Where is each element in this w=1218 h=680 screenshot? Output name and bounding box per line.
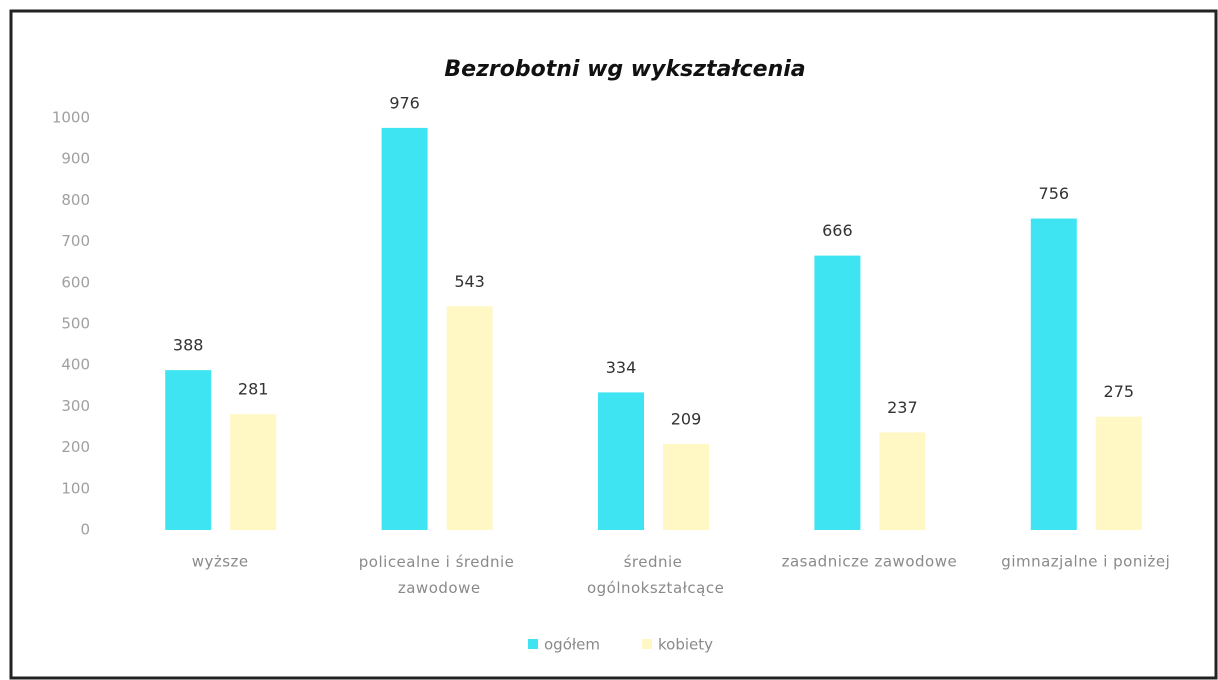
chart-title: Bezrobotni wg wykształcenia: [444, 57, 805, 82]
data-label: 756: [1039, 184, 1070, 203]
data-label: 976: [389, 93, 420, 112]
y-tick-label: 0: [80, 521, 90, 539]
x-tick-label: gimnazjalne i poniżej: [1001, 553, 1170, 571]
legend-swatch: [642, 639, 652, 649]
legend-swatch: [528, 639, 538, 649]
data-label: 275: [1104, 382, 1135, 401]
data-label: 666: [822, 221, 853, 240]
data-label: 543: [454, 272, 485, 291]
y-tick-label: 200: [61, 438, 90, 456]
data-label: 281: [238, 380, 269, 399]
bar: [165, 370, 212, 530]
bar: [814, 255, 861, 530]
bar: [663, 443, 709, 530]
y-tick-label: 100: [61, 479, 90, 497]
legend-label: kobiety: [658, 636, 713, 654]
data-label: 237: [887, 398, 918, 417]
bar: [381, 127, 428, 530]
y-tick-label: 500: [61, 315, 90, 333]
bar: [1030, 218, 1077, 530]
bar: [598, 392, 644, 530]
bar: [879, 432, 926, 530]
data-label: 334: [606, 358, 637, 377]
x-tick-label: policealne i średnie zawodowe: [359, 553, 515, 597]
bar: [230, 414, 277, 530]
y-tick-label: 700: [61, 232, 90, 250]
bar: [1095, 416, 1142, 530]
legend-label: ogółem: [544, 636, 600, 654]
y-tick-label: 600: [61, 273, 90, 291]
y-tick-label: 400: [61, 356, 90, 374]
data-label: 388: [173, 336, 204, 355]
y-tick-label: 300: [61, 397, 90, 415]
x-tick-label: średnie ogólnokształcące: [582, 553, 725, 597]
x-tick-label: zasadnicze zawodowe: [782, 553, 958, 571]
data-label: 209: [671, 409, 702, 428]
bar: [446, 306, 493, 530]
y-tick-label: 1000: [52, 109, 90, 127]
chart-frame: [9, 9, 1218, 680]
x-tick-label: wyższe: [192, 553, 249, 571]
y-tick-label: 800: [61, 191, 90, 209]
y-tick-label: 900: [61, 150, 90, 168]
